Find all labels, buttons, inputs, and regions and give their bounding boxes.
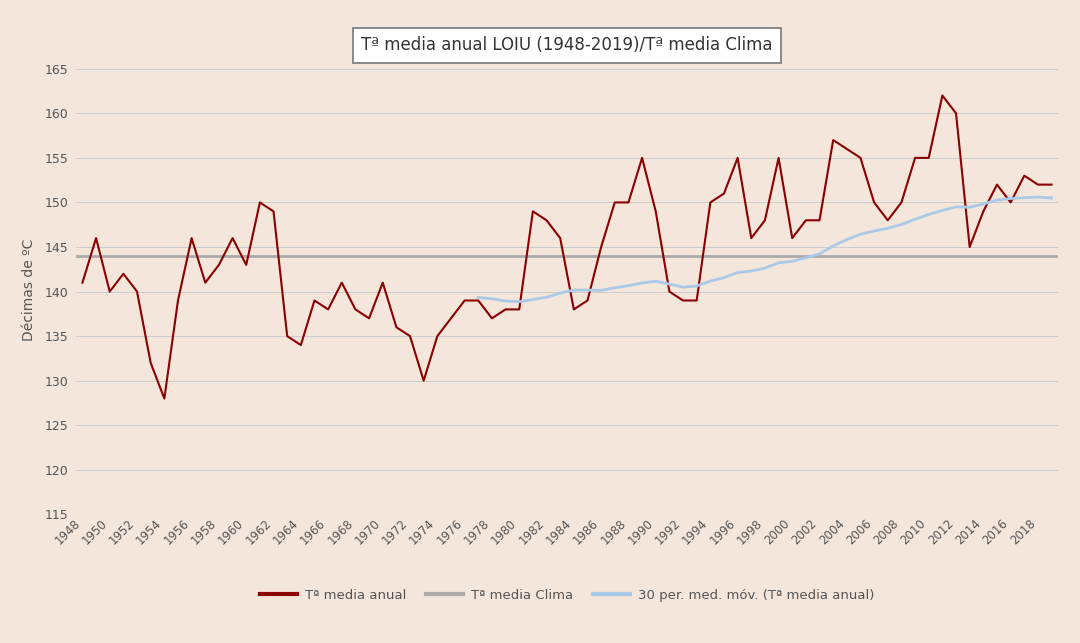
Legend: Tª media anual, Tª media Clima, 30 per. med. móv. (Tª media anual): Tª media anual, Tª media Clima, 30 per. … <box>255 583 879 607</box>
Title: Tª media anual LOIU (1948-2019)/Tª media Clima: Tª media anual LOIU (1948-2019)/Tª media… <box>361 37 773 55</box>
Y-axis label: Décimas de ºC: Décimas de ºC <box>23 238 37 341</box>
